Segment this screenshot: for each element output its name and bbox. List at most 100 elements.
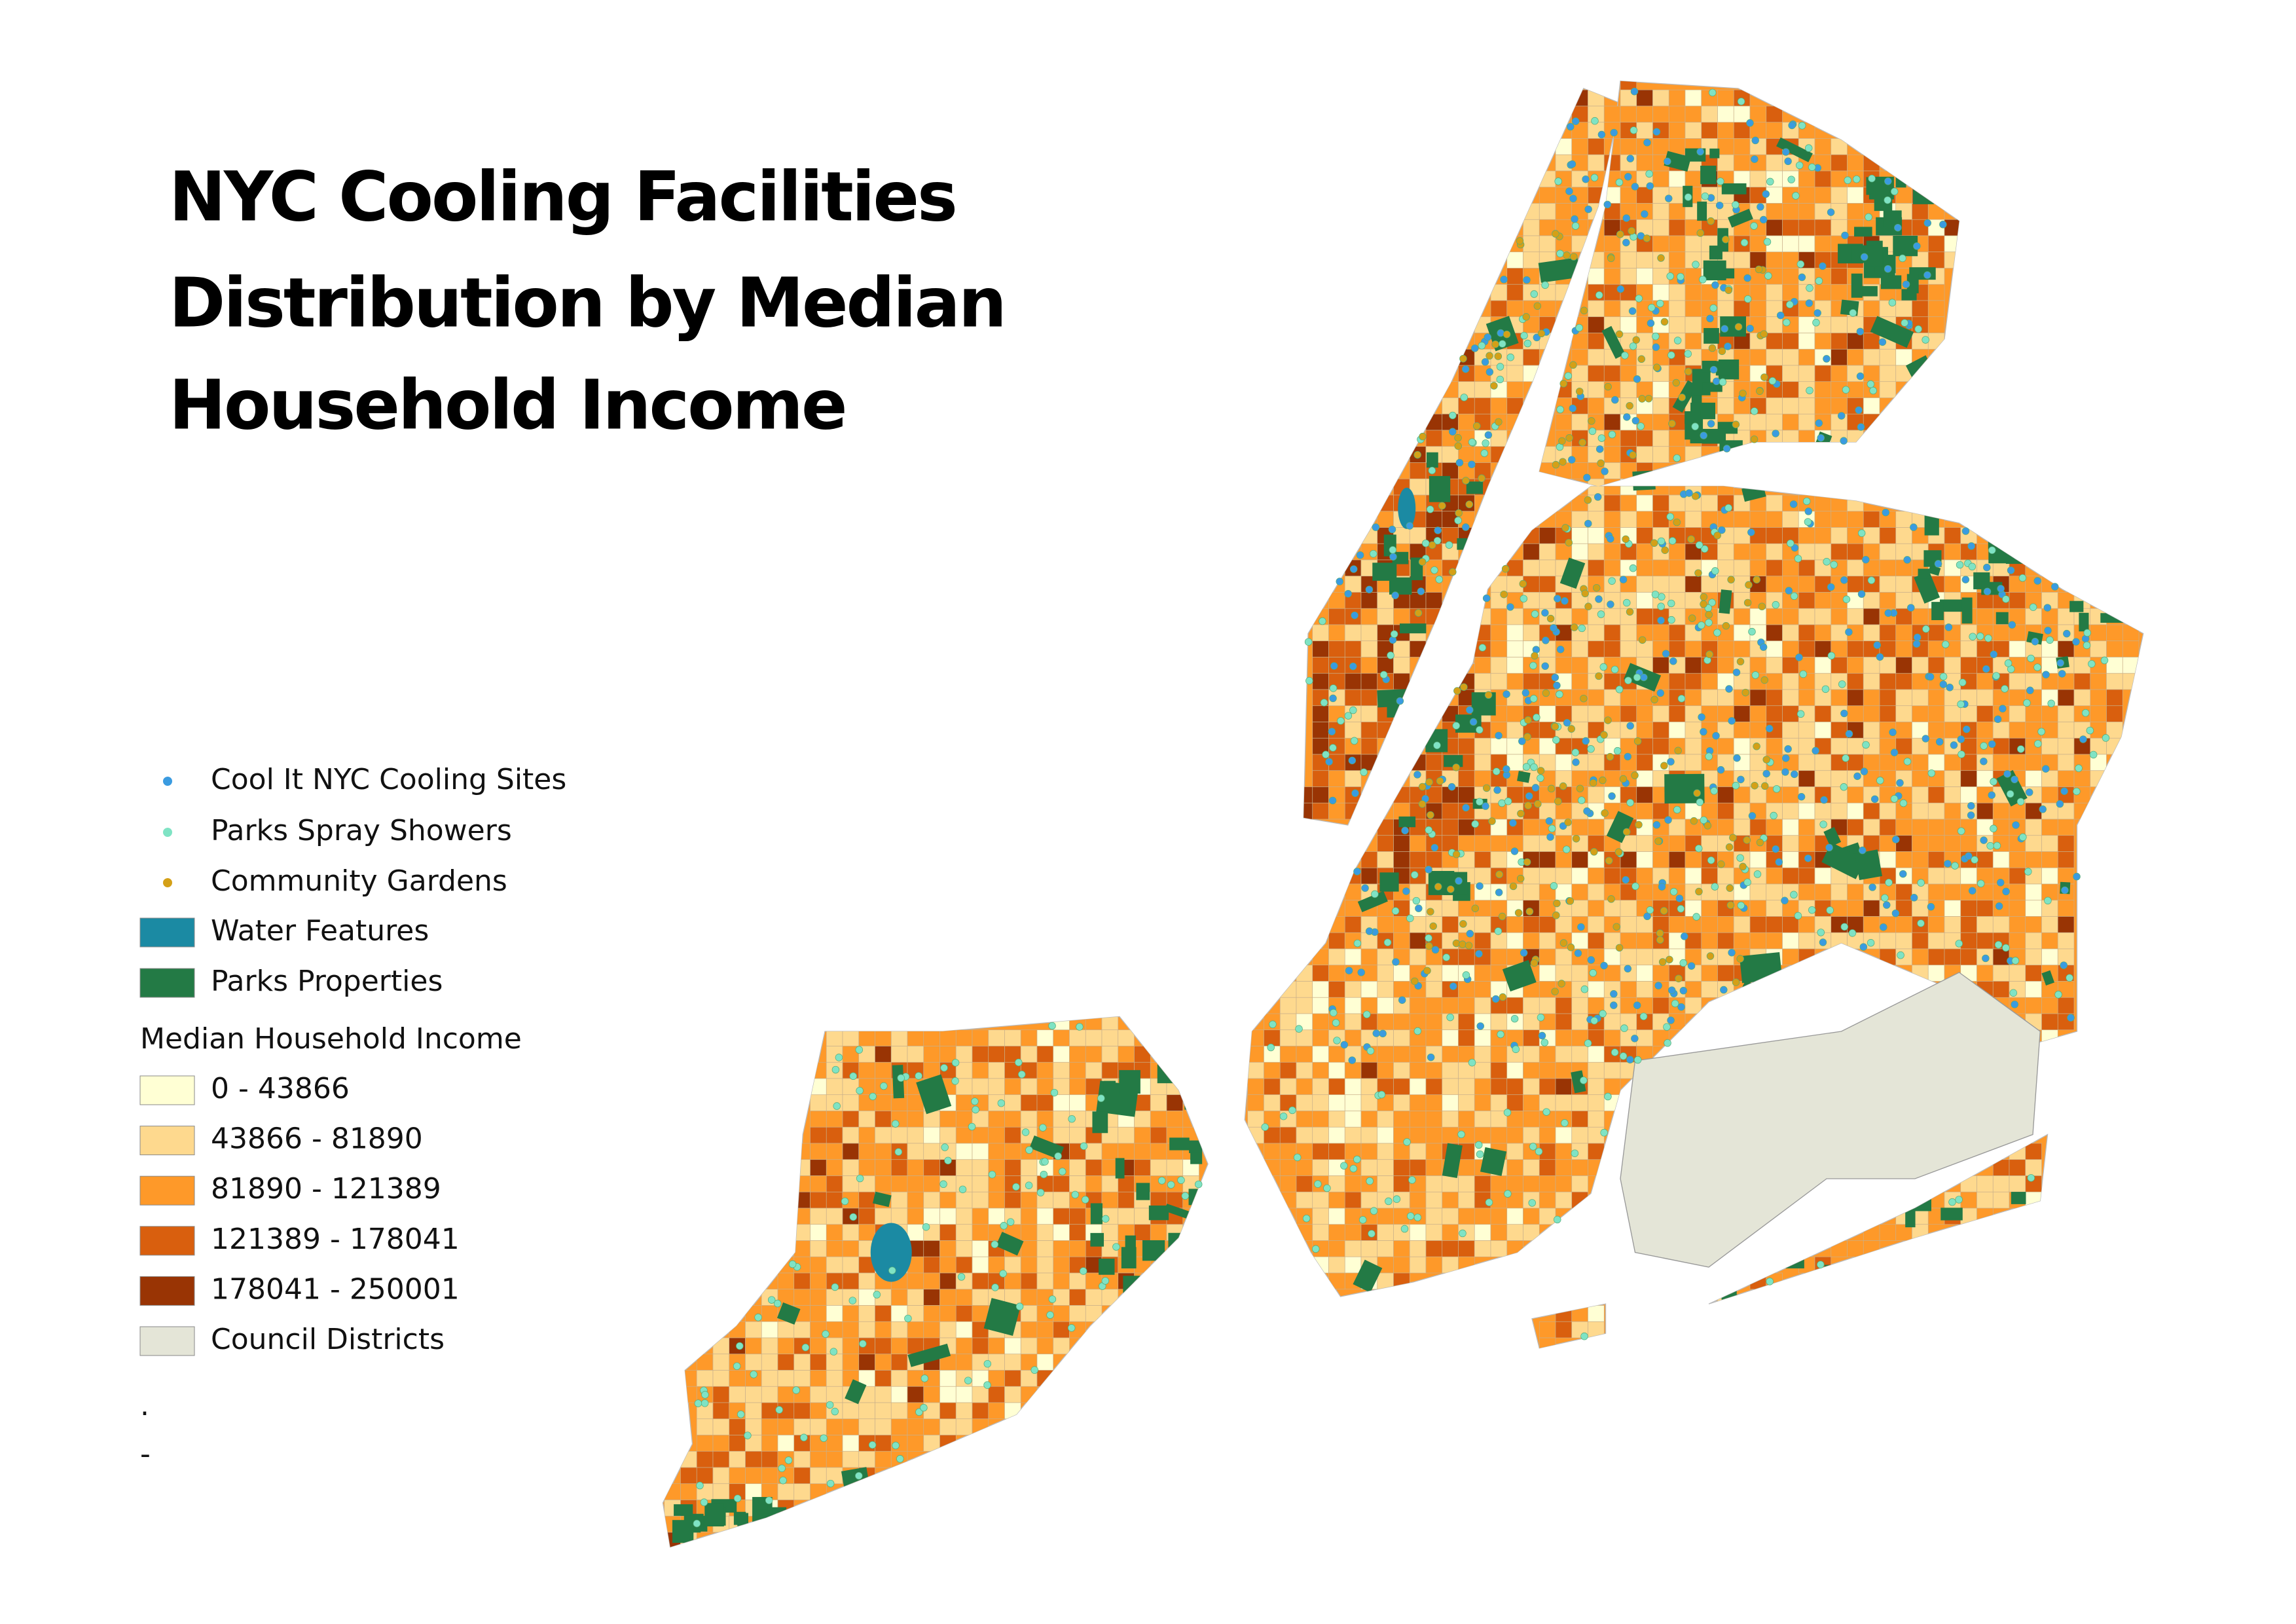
facility-point: [1661, 546, 1669, 554]
tract: [907, 1094, 924, 1111]
tract: [1701, 673, 1718, 690]
tract: [1442, 1256, 1459, 1274]
tract: [1944, 867, 1961, 885]
tract: [1831, 154, 1848, 172]
tract: [1506, 559, 1523, 577]
facility-point: [1652, 332, 1660, 341]
tract: [1798, 592, 1815, 609]
tract: [1490, 851, 1508, 868]
facility-point: [1781, 768, 1789, 776]
facility-point: [1025, 1181, 1033, 1189]
facility-point: [1657, 254, 1665, 262]
park: [1721, 183, 1747, 194]
tract: [1539, 1337, 1556, 1355]
facility-point: [1288, 1106, 1296, 1115]
park: [1995, 612, 2009, 625]
tract: [1506, 608, 1523, 625]
tract: [1912, 608, 1929, 625]
park: [2125, 551, 2138, 577]
tract: [955, 1159, 973, 1176]
tract: [907, 1435, 924, 1452]
tract: [1360, 1061, 1378, 1079]
tract: [1264, 1078, 1281, 1096]
facility-point: [1580, 1077, 1588, 1084]
facility-point: [2007, 566, 2015, 574]
facility-point: [1427, 1053, 1435, 1061]
tract: [1977, 722, 1994, 739]
tract: [2041, 770, 2058, 787]
park: [695, 1554, 706, 1563]
facility-point: [1015, 1302, 1024, 1310]
tract: [729, 1370, 746, 1387]
tract: [1636, 122, 1653, 139]
tract: [1539, 235, 1556, 253]
facility-point: [1988, 791, 1995, 799]
facility-point: [1417, 587, 1425, 595]
facility-point: [1917, 879, 1925, 887]
tract: [1944, 235, 1961, 253]
tract: [1085, 1061, 1102, 1079]
tract: [939, 1046, 957, 1063]
facility-point: [1476, 1022, 1484, 1030]
facility-point: [1751, 671, 1760, 679]
tract: [842, 1029, 860, 1046]
facility-point: [1756, 387, 1764, 396]
tract: [1150, 1094, 1167, 1111]
park: [765, 1537, 790, 1547]
tract: [1831, 657, 1848, 674]
tract: [1571, 770, 1588, 787]
tract: [1766, 511, 1783, 528]
tract: [1312, 1256, 1329, 1274]
tract: [826, 1240, 843, 1257]
facility-point: [1040, 1170, 1048, 1179]
facility-point: [2047, 699, 2055, 708]
facility-point: [1713, 377, 1721, 386]
facility-point: [1696, 798, 1704, 806]
legend-label: 121389 - 178041: [211, 1223, 460, 1256]
tract: [1977, 1208, 1994, 1225]
facility-point: [888, 1266, 896, 1274]
facility-point: [1787, 175, 1795, 183]
facility-point: [1425, 942, 1433, 950]
tract: [1571, 900, 1588, 917]
facility-point: [2102, 734, 2110, 742]
tract: [1668, 122, 1686, 139]
facility-point: [1181, 1192, 1190, 1200]
tract: [1944, 786, 1961, 803]
tract: [1474, 608, 1491, 625]
facility-point: [1488, 817, 1496, 825]
facility-point: [1455, 877, 1463, 885]
tract: [1831, 624, 1848, 642]
tract: [1912, 835, 1929, 852]
tract: [777, 1386, 795, 1403]
tract: [1393, 640, 1410, 657]
tract: [1798, 754, 1815, 771]
facility-point: [1429, 922, 1437, 931]
facility-point: [1697, 621, 1705, 629]
facility-point: [1827, 652, 1836, 660]
facility-point: [1503, 765, 1510, 773]
tract: [1717, 89, 1734, 107]
tract: [1814, 608, 1832, 625]
tract: [1377, 511, 1394, 528]
tract: [858, 1029, 875, 1046]
facility-point: [1821, 685, 1830, 693]
tract: [1360, 948, 1378, 966]
facility-point: [1462, 477, 1470, 485]
facility-point: [1722, 621, 1730, 630]
facility-point: [1565, 434, 1573, 442]
facility-point: [922, 1223, 930, 1231]
facility-point: [1955, 940, 1963, 948]
tract: [2041, 851, 2058, 868]
tract: [1490, 673, 1508, 690]
facility-point: [1711, 883, 1719, 891]
facility-point: [1994, 940, 2003, 949]
facility-point: [2029, 603, 2037, 611]
tract: [1539, 1061, 1556, 1079]
tract: [1474, 413, 1491, 431]
tract: [810, 1061, 827, 1079]
park: [712, 1536, 738, 1547]
tract: [1523, 1013, 1540, 1031]
tract: [1523, 1126, 1540, 1144]
tract: [1377, 997, 1394, 1014]
